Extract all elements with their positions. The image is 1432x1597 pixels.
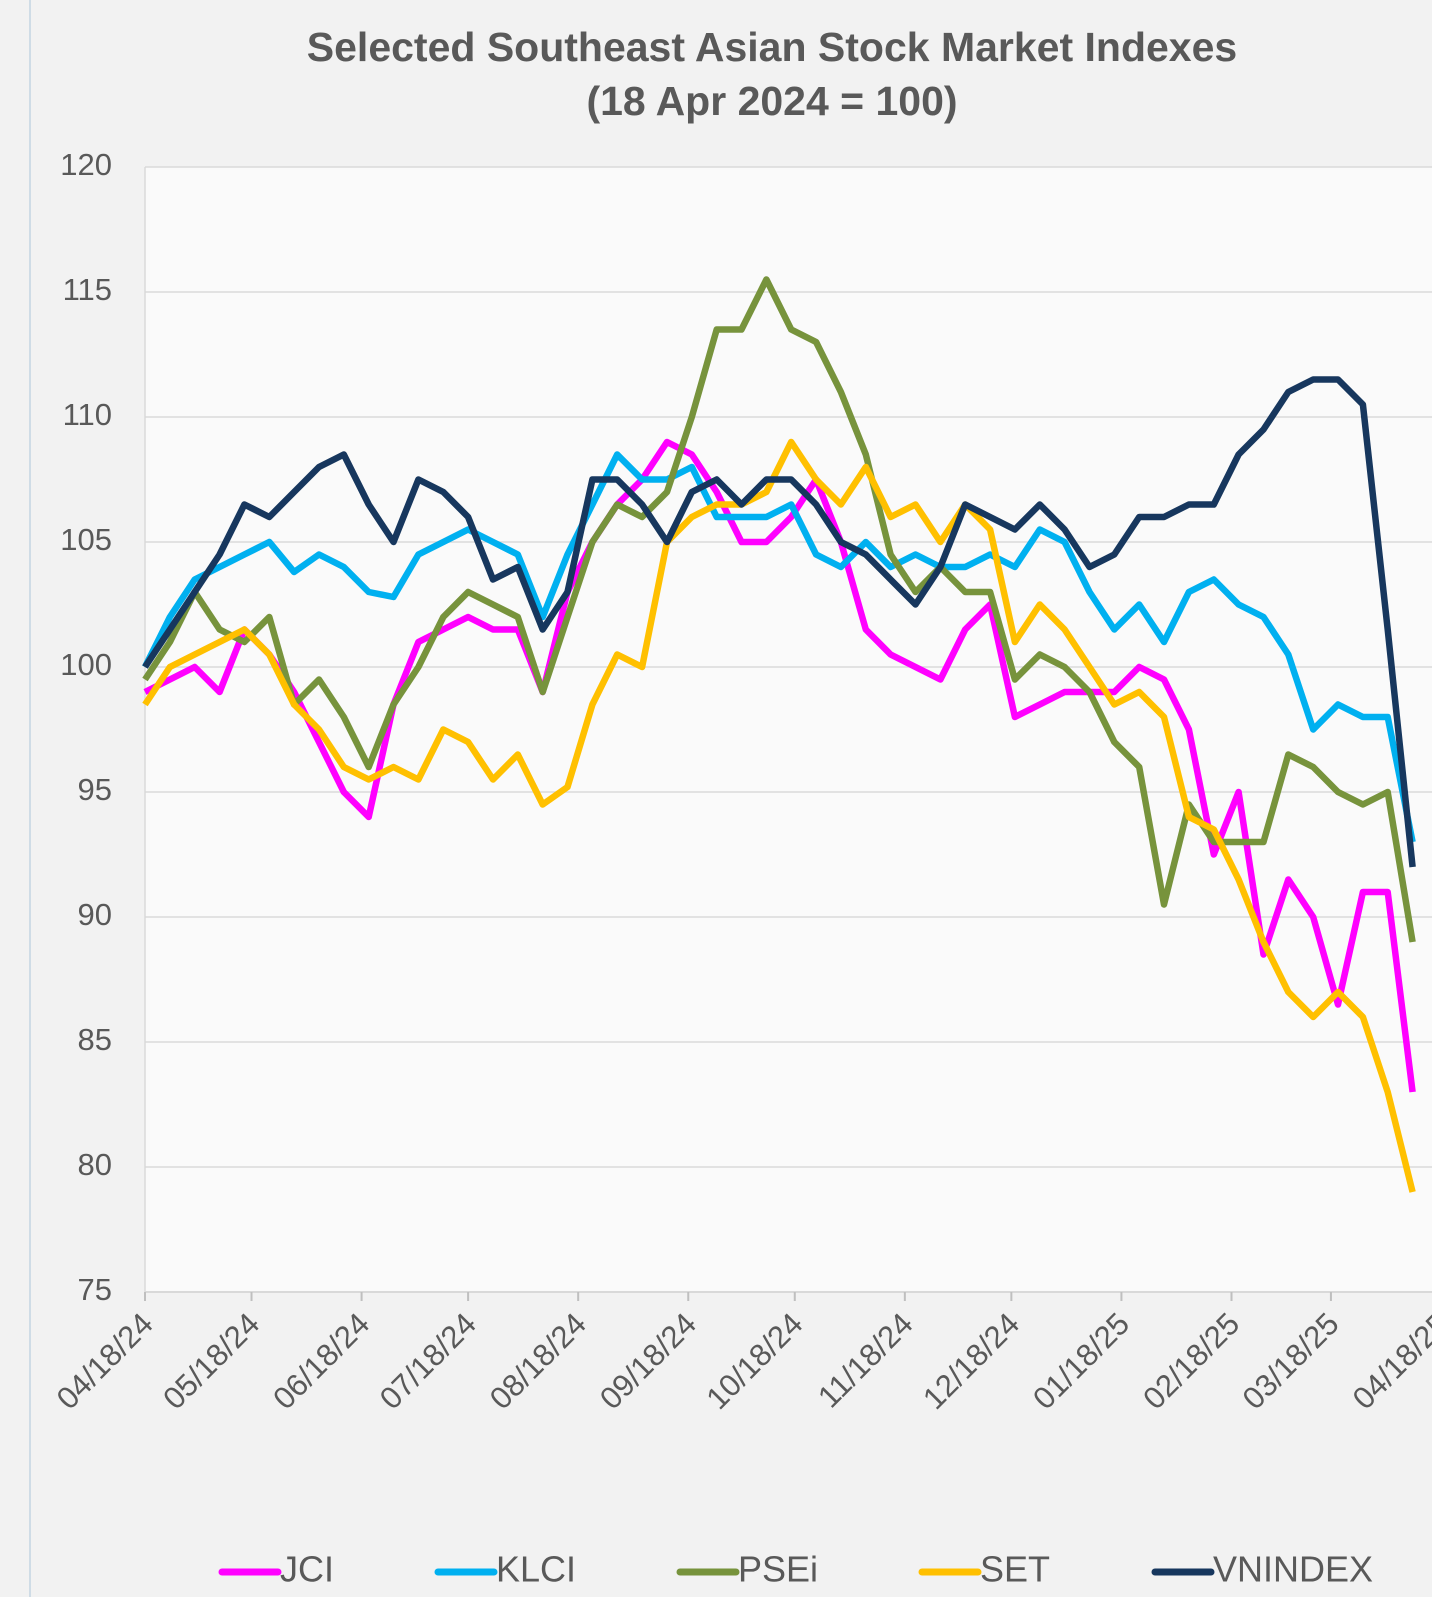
y-tick-label: 75 bbox=[78, 1272, 112, 1307]
y-tick-label: 120 bbox=[60, 147, 112, 182]
y-tick-label: 85 bbox=[78, 1022, 112, 1057]
chart-subtitle: (18 Apr 2024 = 100) bbox=[586, 78, 957, 124]
series-line bbox=[142, 376, 1416, 868]
legend-label: VNINDEX bbox=[1213, 1549, 1373, 1590]
y-tick-label: 115 bbox=[63, 272, 112, 307]
legend-label: SET bbox=[980, 1549, 1050, 1590]
y-tick-label: 105 bbox=[60, 522, 112, 557]
legend-label: JCI bbox=[280, 1549, 334, 1590]
chart-title: Selected Southeast Asian Stock Market In… bbox=[307, 24, 1237, 70]
y-tick-label: 90 bbox=[78, 897, 112, 932]
y-tick-label: 100 bbox=[60, 647, 112, 682]
y-tick-label: 95 bbox=[78, 772, 112, 807]
series-line bbox=[142, 438, 1416, 1193]
series-line bbox=[143, 438, 1416, 1093]
legend-label: KLCI bbox=[496, 1549, 576, 1590]
series-line bbox=[142, 451, 1416, 843]
y-tick-label: 80 bbox=[78, 1147, 112, 1182]
legend-label: PSEi bbox=[738, 1549, 818, 1590]
plot-area bbox=[145, 167, 1432, 1292]
y-tick-label: 110 bbox=[63, 397, 112, 432]
